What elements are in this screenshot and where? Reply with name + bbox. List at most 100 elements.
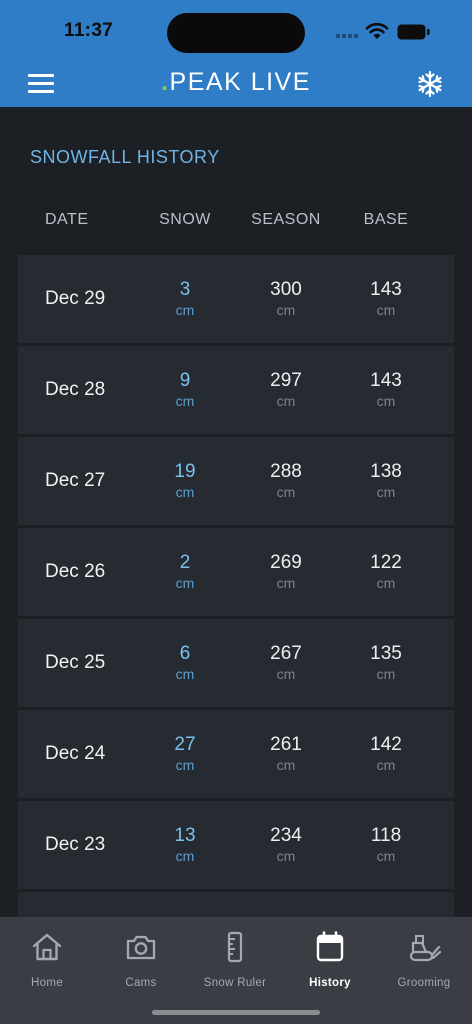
row-date: Dec 26	[45, 561, 106, 582]
dynamic-island	[167, 13, 305, 53]
snow-value: 27	[174, 734, 196, 755]
season-cell: 267 cm	[246, 643, 326, 683]
base-unit: cm	[376, 575, 396, 591]
snow-cell: 2 cm	[145, 552, 225, 592]
season-unit: cm	[276, 393, 296, 409]
base-cell: 118 cm	[346, 825, 426, 865]
history-row[interactable]: Dec 29 3 cm 300 cm 143 cm	[18, 255, 454, 343]
row-date: Dec 28	[45, 379, 106, 400]
season-cell: 300 cm	[246, 279, 326, 319]
cellular-signal-icon	[336, 34, 358, 38]
snowcat-icon	[409, 935, 441, 962]
tab-label: History	[309, 977, 351, 989]
season-cell: 288 cm	[246, 461, 326, 501]
season-unit: cm	[276, 757, 296, 773]
season-unit: cm	[276, 666, 296, 682]
wifi-icon	[365, 22, 389, 39]
snow-unit: cm	[175, 757, 195, 773]
base-value: 142	[370, 734, 402, 755]
base-unit: cm	[376, 848, 396, 864]
base-cell: 142 cm	[346, 734, 426, 774]
snow-cell: 27 cm	[145, 734, 225, 774]
row-date: Dec 27	[45, 470, 106, 491]
tab-grooming[interactable]: Grooming	[377, 931, 471, 989]
logo-text: PEAK LIVE	[169, 68, 311, 96]
snow-unit: cm	[175, 666, 195, 682]
base-value: 122	[370, 552, 402, 573]
season-value: 261	[270, 734, 302, 755]
snow-value: 9	[179, 370, 191, 391]
snow-value: 6	[179, 643, 191, 664]
home-indicator[interactable]	[152, 1010, 320, 1015]
app-logo: .PEAK LIVE	[0, 68, 472, 97]
row-date: Dec 29	[45, 288, 106, 309]
column-header-season: SEASON	[251, 211, 321, 228]
base-value: 143	[370, 370, 402, 391]
base-unit: cm	[376, 484, 396, 500]
history-row[interactable]: Dec 28 9 cm 297 cm 143 cm	[18, 346, 454, 434]
history-row[interactable]: Dec 27 19 cm 288 cm 138 cm	[18, 437, 454, 525]
snow-value: 3	[179, 279, 191, 300]
column-header-snow: SNOW	[159, 211, 211, 228]
season-value: 267	[270, 643, 302, 664]
snow-cell: 13 cm	[145, 825, 225, 865]
history-row[interactable]: Dec 23 13 cm 234 cm 118 cm	[18, 801, 454, 889]
home-icon	[32, 933, 62, 961]
season-value: 288	[270, 461, 302, 482]
bottom-tab-bar: Home Cams Snow Ruler History Groomin	[0, 917, 472, 1024]
tab-snow-ruler[interactable]: Snow Ruler	[188, 931, 282, 989]
calendar-icon	[316, 931, 344, 962]
base-value: 143	[370, 279, 402, 300]
base-value: 138	[370, 461, 402, 482]
menu-button[interactable]	[28, 72, 56, 94]
snow-cell: 19 cm	[145, 461, 225, 501]
battery-icon	[397, 24, 430, 40]
snow-unit: cm	[175, 484, 195, 500]
base-unit: cm	[376, 666, 396, 682]
season-value: 234	[270, 825, 302, 846]
base-unit: cm	[376, 757, 396, 773]
snow-value: 19	[174, 461, 196, 482]
snow-cell: 9 cm	[145, 370, 225, 410]
season-cell: 234 cm	[246, 825, 326, 865]
tab-label: Grooming	[397, 977, 451, 989]
snowfall-history-list[interactable]: Dec 29 3 cm 300 cm 143 cm Dec 28 9 cm 297 cm …	[18, 255, 454, 983]
base-cell: 143 cm	[346, 279, 426, 319]
history-row[interactable]: Dec 24 27 cm 261 cm 142 cm	[18, 710, 454, 798]
snow-unit: cm	[175, 302, 195, 318]
snow-cell: 3 cm	[145, 279, 225, 319]
history-row[interactable]: Dec 25 6 cm 267 cm 135 cm	[18, 619, 454, 707]
season-cell: 297 cm	[246, 370, 326, 410]
season-value: 269	[270, 552, 302, 573]
column-header-base: BASE	[363, 211, 409, 228]
tab-history[interactable]: History	[283, 931, 377, 989]
season-unit: cm	[276, 848, 296, 864]
tab-cams[interactable]: Cams	[94, 931, 188, 989]
tab-label: Cams	[125, 977, 157, 989]
camera-icon	[126, 935, 156, 960]
base-cell: 138 cm	[346, 461, 426, 501]
season-unit: cm	[276, 302, 296, 318]
tab-label: Home	[31, 977, 63, 989]
season-cell: 261 cm	[246, 734, 326, 774]
season-value: 297	[270, 370, 302, 391]
column-header-date: DATE	[45, 211, 89, 228]
section-title: SNOWFALL HISTORY	[30, 147, 220, 167]
base-unit: cm	[376, 393, 396, 409]
base-unit: cm	[376, 302, 396, 318]
tab-home[interactable]: Home	[0, 931, 94, 989]
snow-value: 2	[179, 552, 191, 573]
season-value: 300	[270, 279, 302, 300]
ruler-icon	[227, 931, 243, 963]
snow-unit: cm	[175, 575, 195, 591]
base-cell: 135 cm	[346, 643, 426, 683]
season-cell: 269 cm	[246, 552, 326, 592]
row-date: Dec 25	[45, 652, 106, 673]
status-time: 11:37	[64, 20, 114, 41]
base-cell: 122 cm	[346, 552, 426, 592]
base-cell: 143 cm	[346, 370, 426, 410]
snowflake-icon[interactable]	[416, 70, 444, 98]
tab-label: Snow Ruler	[203, 977, 267, 989]
season-unit: cm	[276, 575, 296, 591]
history-row[interactable]: Dec 26 2 cm 269 cm 122 cm	[18, 528, 454, 616]
